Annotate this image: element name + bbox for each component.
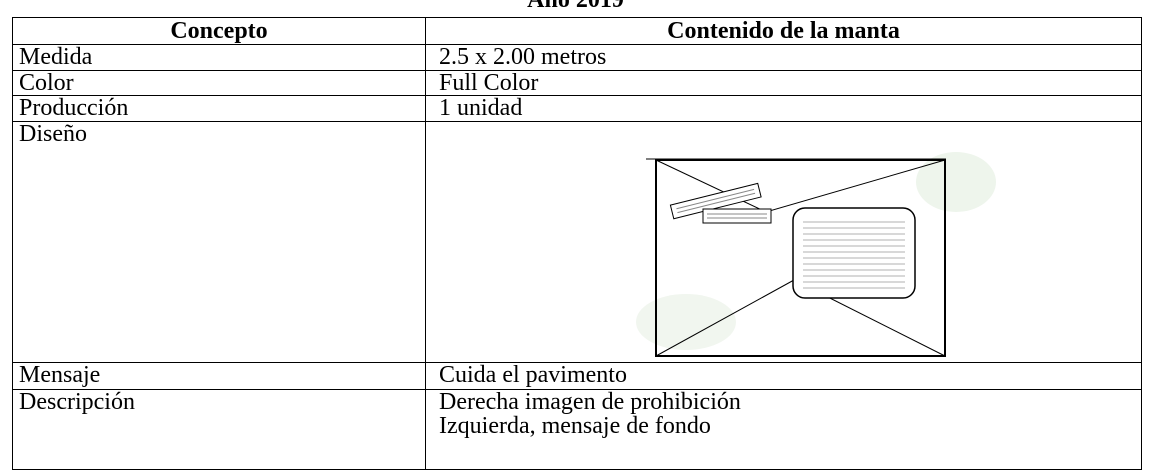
- table-row: Diseño: [12, 121, 1142, 363]
- cell-text: Izquierda, mensaje de fondo: [439, 413, 711, 439]
- row-label: Descripción: [12, 389, 426, 470]
- table-row: Medida 2.5 x 2.00 metros: [12, 44, 1142, 71]
- cell-text: Full Color: [439, 70, 539, 96]
- cell-text: Cuida el pavimento: [439, 362, 627, 388]
- row-label: Producción: [12, 95, 426, 122]
- row-content: 1 unidad: [425, 95, 1142, 122]
- design-image: [636, 152, 996, 357]
- table-row: Descripción Derecha imagen de prohibición…: [12, 389, 1142, 470]
- row-label: Mensaje: [12, 362, 426, 390]
- row-content: Derecha imagen de prohibición Izquierda, …: [425, 389, 1142, 470]
- table-row: Mensaje Cuida el pavimento: [12, 362, 1142, 390]
- stamp: [669, 182, 762, 220]
- row-label: Medida: [12, 44, 426, 71]
- leaf: [916, 152, 996, 212]
- table-row: Producción 1 unidad: [12, 95, 1142, 122]
- row-content: Full Color: [425, 70, 1142, 96]
- stamp: [702, 208, 772, 224]
- column-header: Concepto: [12, 17, 426, 45]
- table-row: Color Full Color: [12, 70, 1142, 96]
- leaf: [636, 294, 736, 350]
- row-label: Color: [12, 70, 426, 96]
- row-label: Diseño: [12, 121, 426, 363]
- header-row: Concepto Contenido de la manta: [12, 17, 1142, 45]
- address-card: [792, 207, 916, 299]
- cell-text: 2.5 x 2.00 metros: [439, 44, 607, 70]
- table: Concepto Contenido de la manta Medida 2.5…: [12, 17, 1142, 470]
- cell-text: Derecha imagen de prohibición: [439, 389, 741, 415]
- column-header: Contenido de la manta: [425, 17, 1142, 45]
- row-content: 2.5 x 2.00 metros: [425, 44, 1142, 71]
- cell-text: 1 unidad: [439, 95, 523, 121]
- page: Año 2019 Concepto Contenido de la manta …: [12, 0, 1142, 470]
- row-content: Cuida el pavimento: [425, 362, 1142, 390]
- row-content: [425, 121, 1142, 363]
- envelope: [655, 159, 946, 357]
- title: Año 2019: [527, 0, 624, 13]
